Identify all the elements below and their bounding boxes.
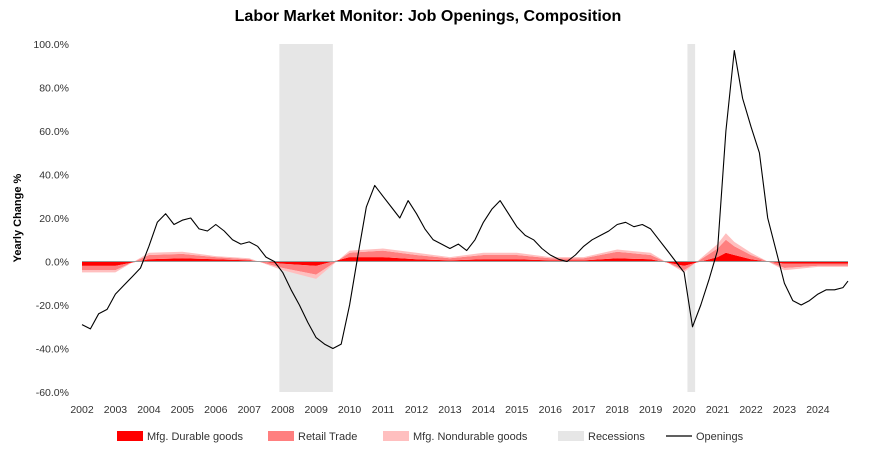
recession-bands: [279, 44, 696, 392]
area-series-1: [82, 252, 848, 266]
y-tick-label: 60.0%: [39, 126, 69, 138]
y-tick-label: 80.0%: [39, 83, 69, 95]
x-tick-label: 2024: [806, 404, 830, 416]
x-tick-label: 2019: [639, 404, 663, 416]
area-series-3: [82, 233, 848, 279]
x-tick-label: 2022: [739, 404, 763, 416]
legend-swatch-3: [383, 431, 409, 441]
openings-line: [81, 49, 849, 350]
y-tick-label: 20.0%: [39, 213, 69, 225]
x-tick-label: 2016: [539, 404, 563, 416]
x-tick-label: 2011: [372, 404, 395, 416]
recession-band-2: [687, 44, 696, 392]
x-tick-label: 2007: [238, 404, 262, 416]
legend-swatch-1: [117, 431, 143, 441]
chart-title: Labor Market Monitor: Job Openings, Comp…: [235, 8, 622, 25]
stacked-areas: [82, 233, 848, 279]
x-tick-label: 2003: [104, 404, 128, 416]
legend-label-1: Mfg. Durable goods: [147, 431, 243, 443]
x-tick-label: 2018: [606, 404, 630, 416]
axes: -60.0% -40.0% -20.0% 0.0% 20.0% 40.0% 60.0% 80.…: [33, 39, 848, 416]
x-tick-label: 2017: [572, 404, 596, 416]
x-tick-label: 2015: [505, 404, 529, 416]
legend-label-3: Mfg. Nondurable goods: [413, 431, 528, 443]
legend-swatch-4: [558, 431, 584, 441]
y-tick-label: 100.0%: [33, 39, 69, 51]
x-tick-label: 2009: [304, 404, 328, 416]
x-tick-label: 2002: [70, 404, 94, 416]
x-tick-label: 2008: [271, 404, 295, 416]
x-tick-label: 2004: [137, 404, 161, 416]
y-tick-label: -60.0%: [36, 387, 69, 399]
x-tick-label: 2006: [204, 404, 228, 416]
legend-swatch-2: [268, 431, 294, 441]
y-tick-label: -40.0%: [36, 344, 69, 356]
legend-label-5: Openings: [696, 431, 744, 443]
x-tick-label: 2023: [773, 404, 797, 416]
area-series-2: [82, 239, 848, 275]
y-tick-label: -20.0%: [36, 300, 69, 312]
y-tick-label: 0.0%: [45, 257, 69, 269]
x-tick-label: 2005: [171, 404, 195, 416]
x-tick-label: 2012: [405, 404, 429, 416]
x-tick-label: 2010: [338, 404, 362, 416]
openings-line-layer: [81, 49, 849, 350]
legend: Mfg. Durable goods Retail Trade Mfg. Nondu…: [117, 431, 744, 443]
y-axis-label: Yearly Change %: [12, 173, 24, 262]
y-tick-label: 40.0%: [39, 170, 69, 182]
x-tick-label: 2014: [472, 404, 496, 416]
x-tick-label: 2021: [706, 404, 730, 416]
recession-band-1: [279, 44, 333, 392]
x-tick-label: 2013: [438, 404, 462, 416]
legend-label-4: Recessions: [588, 431, 645, 443]
legend-label-2: Retail Trade: [298, 431, 357, 443]
x-tick-label: 2020: [672, 404, 696, 416]
